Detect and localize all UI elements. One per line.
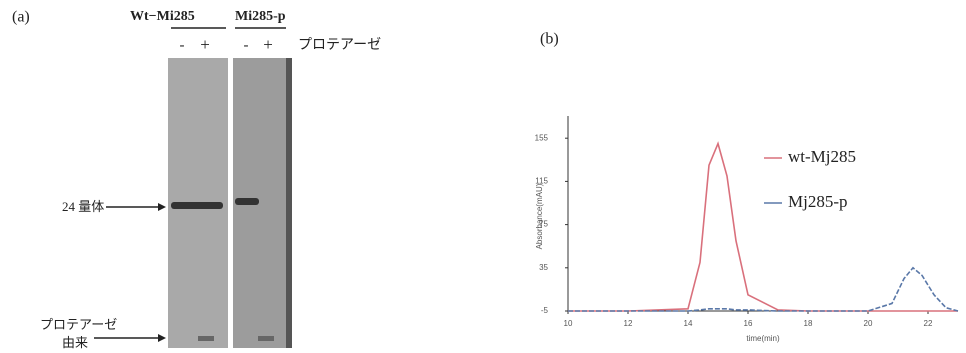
x-tick-label: 12 [624,319,633,328]
group-label: Mi285-p [235,9,286,24]
legend-label: wt-Mj285 [788,147,856,166]
band-label: プロテアーゼ [40,317,117,332]
lane-label: - [180,37,185,53]
y-axis-label: Absorbance(mAU) [535,183,544,249]
x-tick-label: 10 [564,319,573,328]
y-tick-label: -5 [541,306,549,315]
group-label: Wt−Mi285 [130,9,195,24]
band [198,336,214,341]
y-tick-label: 35 [539,263,548,272]
panel-label: (a) [12,9,30,26]
band-label: 24 量体 [62,199,104,214]
lane-label: - [244,37,249,53]
band [235,198,259,205]
x-axis-label: time(min) [746,334,780,343]
band [171,202,223,209]
lane-label: + [200,35,210,54]
lane-label: + [263,35,273,54]
legend-label: Mj285-p [788,192,848,211]
y-tick-label: 155 [535,133,549,142]
panel-label: (b) [540,31,559,48]
series-line [568,144,958,311]
band-label: 由来 [62,335,88,350]
x-tick-label: 16 [744,319,753,328]
arrow-head [158,203,166,211]
x-tick-label: 18 [804,319,813,328]
panel-a: (a) Wt−Mi285 Mi285-p - + - + プロテアーゼ 24 量… [12,9,381,350]
treatment-label: プロテアーゼ [298,37,381,53]
x-tick-label: 22 [924,319,933,328]
x-tick-label: 20 [864,319,873,328]
x-tick-label: 14 [684,319,693,328]
gel-edge [286,58,292,348]
arrow-head [158,334,166,342]
figure: (a) Wt−Mi285 Mi285-p - + - + プロテアーゼ 24 量… [0,0,966,353]
band [258,336,274,341]
series-line [568,268,958,311]
